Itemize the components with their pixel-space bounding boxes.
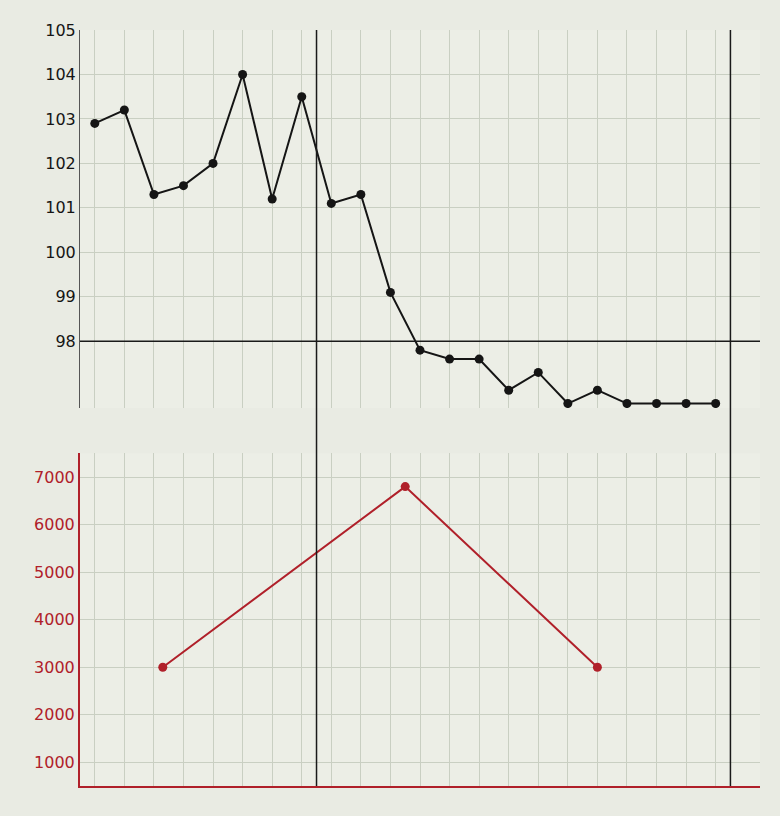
svg-text:100: 100 [45,243,76,262]
svg-text:103: 103 [45,110,76,129]
svg-text:3000: 3000 [34,658,75,677]
svg-text:6000: 6000 [34,515,75,534]
svg-text:101: 101 [45,198,76,217]
svg-text:98: 98 [55,332,75,351]
svg-text:5000: 5000 [34,563,75,582]
svg-text:102: 102 [45,154,76,173]
svg-text:4000: 4000 [34,610,75,629]
svg-text:7000: 7000 [34,468,75,487]
svg-text:105: 105 [45,21,76,40]
svg-text:1000: 1000 [34,753,75,772]
svg-text:2000: 2000 [34,705,75,724]
svg-text:99: 99 [55,287,75,306]
svg-text:104: 104 [45,65,76,84]
